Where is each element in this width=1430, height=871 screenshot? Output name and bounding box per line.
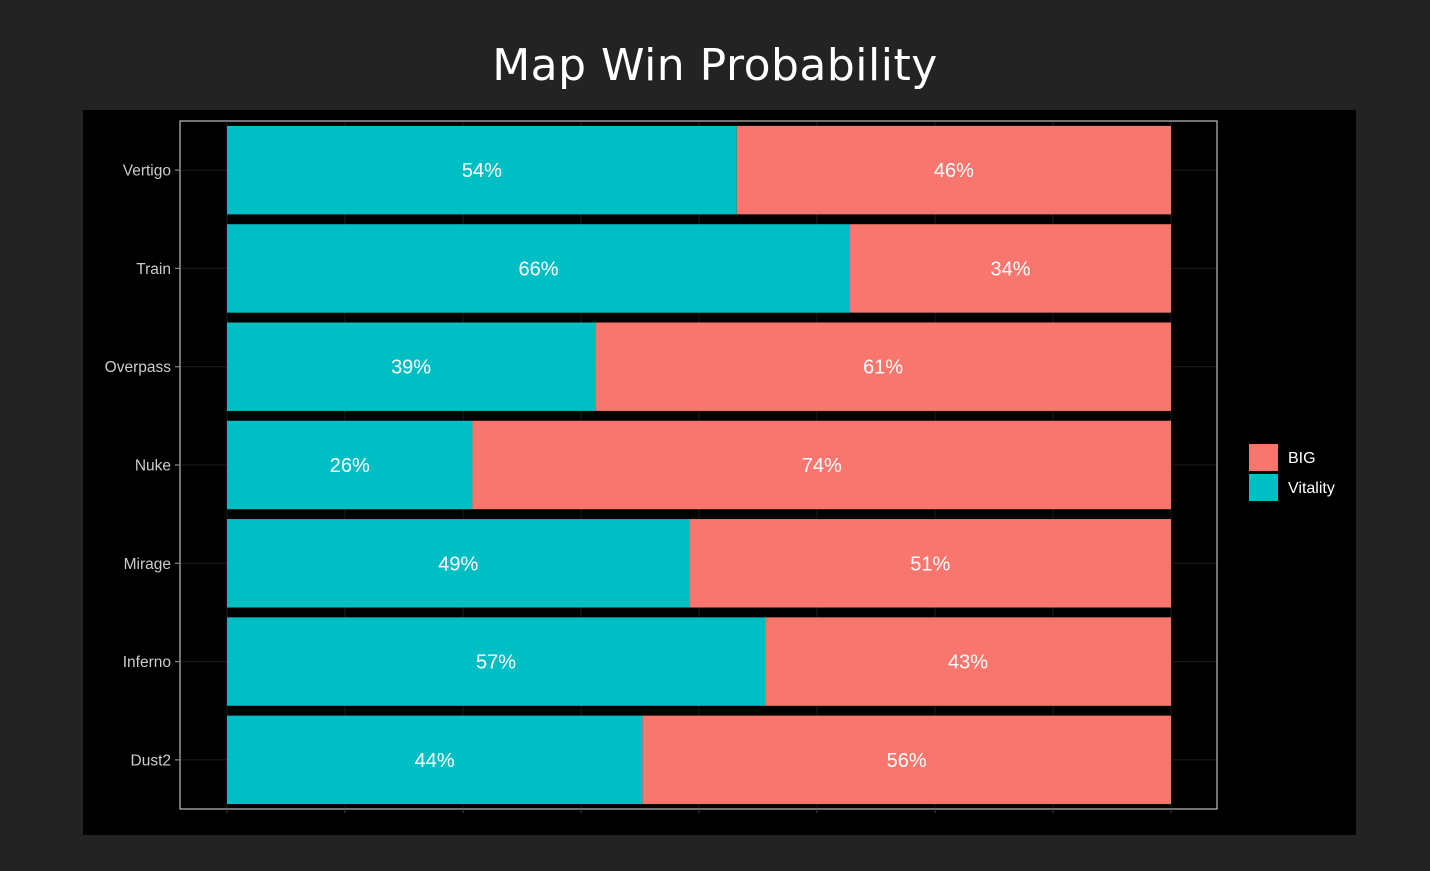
bar-label-vitality: 54%: [462, 160, 502, 182]
y-tick-label: Vertigo: [123, 163, 171, 180]
bar-label-big: 61%: [863, 357, 903, 379]
bar-big-vertigo: [736, 125, 1171, 215]
bar-labels: 54% 46% 66% 34% 39% 61% 26% 74% 49% 51% 57% 43% 44% 5…: [330, 160, 1031, 772]
bar-label-vitality: 66%: [519, 258, 559, 280]
y-axis: Vertigo Train Overpass Nuke Mirage Inferno Dus…: [105, 163, 180, 769]
bar-big-overpass: [595, 322, 1171, 411]
bar-label-vitality: 39%: [391, 357, 431, 379]
bar-big-dust2: [642, 715, 1171, 805]
bar-label-big: 74%: [802, 455, 842, 477]
legend-swatch-big: [1249, 444, 1278, 471]
legend-swatch-vitality: [1249, 474, 1278, 501]
legend-label-vitality: Vitality: [1288, 480, 1335, 497]
bar-vitality-vertigo: [227, 125, 737, 215]
bar-vitality-dust2: [227, 715, 643, 805]
y-tick-label: Mirage: [124, 556, 171, 573]
bar-vitality-mirage: [227, 519, 690, 608]
bar-big-inferno: [765, 617, 1171, 706]
bar-label-big: 56%: [887, 750, 927, 772]
chart-title: Map Win Probability: [492, 40, 938, 91]
bar-label-vitality: 26%: [330, 455, 370, 477]
bar-vitality-overpass: [227, 322, 596, 411]
y-tick-label: Train: [136, 261, 171, 278]
bar-big-train: [850, 224, 1171, 313]
y-tick-label: Inferno: [123, 654, 171, 671]
bars: [227, 125, 1171, 805]
bar-label-vitality: 49%: [438, 553, 478, 575]
y-tick-label: Overpass: [105, 359, 172, 376]
bar-vitality-nuke: [227, 420, 473, 510]
bar-vitality-train: [227, 224, 851, 313]
y-tick-label: Nuke: [135, 458, 171, 475]
y-tick-label: Dust2: [131, 752, 172, 769]
legend-label-big: BIG: [1288, 450, 1316, 467]
bar-big-mirage: [689, 519, 1171, 608]
bar-label-big: 51%: [910, 553, 950, 575]
bar-label-big: 46%: [934, 160, 974, 182]
bar-label-big: 34%: [991, 258, 1031, 280]
bar-chart: 54% 46% 66% 34% 39% 61% 26% 74% 49% 51% 57% 43% 44% 5…: [105, 120, 1335, 813]
legend: BIG Vitality: [1249, 444, 1335, 501]
bar-label-vitality: 57%: [476, 652, 516, 674]
bar-label-big: 43%: [948, 652, 988, 674]
x-axis: [226, 809, 1172, 813]
bar-vitality-inferno: [227, 617, 766, 706]
bar-label-vitality: 44%: [415, 750, 455, 772]
chart-panel: 54% 46% 66% 34% 39% 61% 26% 74% 49% 51% 57% 43% 44% 5…: [83, 110, 1356, 835]
bar-big-nuke: [472, 420, 1171, 510]
